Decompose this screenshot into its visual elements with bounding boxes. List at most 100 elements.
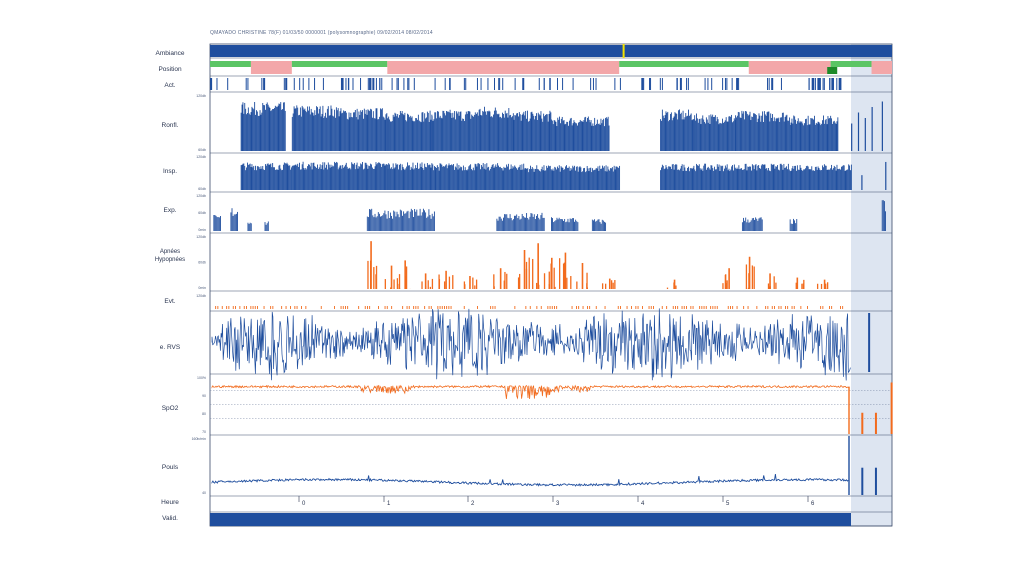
snore-bar — [344, 110, 346, 151]
insp-bar — [720, 165, 722, 190]
snore-bar — [666, 112, 668, 151]
snore-bar — [595, 125, 596, 151]
insp-bar — [335, 163, 336, 190]
scale-label: 60db — [198, 261, 206, 265]
event-marker — [369, 306, 371, 309]
spo2-spike — [890, 382, 893, 434]
snore-bar — [689, 114, 691, 151]
snore-bar — [739, 117, 741, 151]
insp-bar — [739, 169, 741, 190]
insp-bar — [275, 169, 277, 190]
event-marker — [413, 306, 415, 309]
exp-bar — [755, 217, 757, 231]
snore-bar — [265, 103, 267, 151]
activity-tick — [811, 78, 813, 90]
apnea-event — [429, 286, 432, 289]
snore-bar — [386, 113, 388, 151]
snore-bar — [694, 115, 696, 151]
snore-bar — [346, 118, 348, 151]
insp-bar — [442, 166, 444, 190]
insp-bar — [751, 170, 752, 190]
exp-bar — [419, 208, 421, 231]
insp-bar — [462, 170, 463, 190]
snore-bar — [307, 106, 309, 151]
event-marker — [378, 306, 379, 309]
snore-bar — [770, 113, 772, 151]
insp-bar — [827, 169, 829, 190]
insp-bar — [810, 169, 812, 190]
snore-bar — [331, 108, 333, 151]
apnea-event — [773, 276, 775, 289]
snore-bar — [772, 114, 773, 151]
activity-tick — [408, 78, 410, 90]
snore-bar — [245, 108, 247, 151]
apnea-event — [753, 266, 755, 289]
apnea-event — [562, 263, 565, 289]
insp-bar — [597, 166, 599, 190]
exp-bar — [381, 216, 383, 231]
exp-bar — [386, 218, 388, 231]
snore-bar — [408, 117, 410, 151]
snore-bar — [326, 117, 327, 151]
exp-bar — [595, 221, 597, 231]
snore-bar — [679, 109, 680, 151]
exp-bar — [507, 217, 509, 231]
event-marker — [683, 306, 685, 309]
insp-bar — [849, 165, 851, 190]
apnea-event — [405, 276, 407, 289]
snore-bar — [519, 114, 521, 151]
event-marker — [793, 306, 795, 309]
insp-bar — [325, 167, 327, 190]
insp-bar — [290, 169, 292, 190]
event-marker — [439, 306, 441, 309]
exp-bar — [598, 219, 600, 231]
snore-bar — [390, 121, 392, 151]
insp-bar — [682, 171, 684, 190]
snore-bar — [823, 115, 824, 151]
event-marker — [272, 306, 274, 309]
snore-bar — [564, 124, 566, 151]
insp-bar — [532, 168, 534, 190]
snore-bar — [446, 111, 448, 151]
insp-bar — [540, 169, 542, 190]
insp-bar — [482, 163, 484, 190]
insp-bar — [475, 164, 477, 190]
activity-tick — [704, 78, 706, 90]
snore-bar — [724, 120, 726, 151]
event-marker — [756, 306, 758, 309]
insp-bar — [278, 165, 280, 190]
insp-bar — [360, 163, 362, 190]
apnea-event — [581, 263, 584, 289]
insp-bar — [601, 168, 603, 190]
exp-bar — [761, 219, 763, 231]
ambiance-bar — [210, 45, 892, 57]
snore-bar — [723, 121, 725, 151]
event-marker — [477, 306, 478, 309]
insp-bar — [329, 167, 331, 190]
insp-spike — [885, 161, 887, 190]
snore-spike — [851, 123, 853, 151]
snore-bar — [549, 110, 551, 151]
event-marker — [281, 306, 283, 309]
event-marker — [428, 306, 430, 309]
snore-bar — [736, 117, 737, 151]
activity-tick — [379, 78, 381, 90]
snore-bar — [722, 118, 724, 151]
insp-bar — [600, 168, 602, 190]
exp-bar — [395, 216, 397, 231]
snore-bar — [824, 120, 826, 151]
insp-bar — [724, 168, 725, 190]
event-marker — [637, 306, 639, 309]
snore-bar — [440, 117, 442, 151]
snore-bar — [769, 121, 771, 151]
snore-bar — [705, 123, 706, 151]
insp-bar — [552, 168, 554, 190]
exp-bar — [431, 213, 433, 231]
exp-bar — [881, 200, 883, 231]
snore-bar — [805, 118, 807, 151]
snore-bar — [667, 111, 669, 151]
insp-bar — [791, 168, 793, 190]
insp-bar — [298, 166, 300, 190]
insp-bar — [250, 167, 252, 190]
event-marker — [653, 306, 654, 309]
